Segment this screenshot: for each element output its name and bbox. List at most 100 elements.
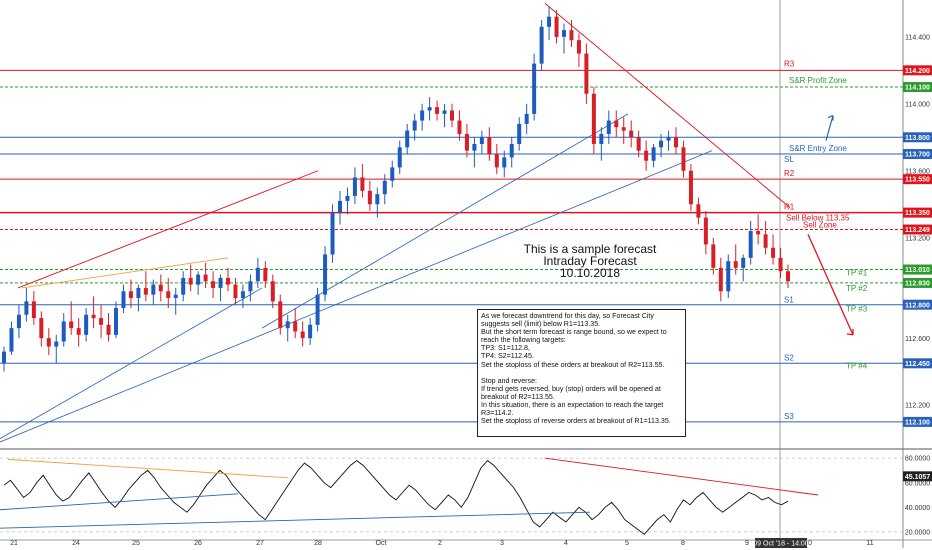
candle-body-20 <box>151 284 156 295</box>
candle-body-29 <box>218 277 223 288</box>
candle-body-101 <box>756 231 761 235</box>
candle-body-12 <box>91 314 96 319</box>
candle-body-82 <box>614 120 619 128</box>
candle-body-13 <box>99 318 104 325</box>
candle-body-55 <box>412 120 417 131</box>
candle-body-10 <box>76 328 81 335</box>
candle-body-72 <box>539 26 544 64</box>
osc-trend-red <box>544 457 819 496</box>
time-tick-label-12: 9 <box>745 540 749 547</box>
candle-body-73 <box>547 16 552 27</box>
level-price-tag-10 <box>903 299 932 310</box>
candle-body-62 <box>464 133 469 151</box>
candle-body-28 <box>211 281 216 288</box>
candle-body-34 <box>255 267 260 282</box>
level-name-5: R2 <box>784 169 795 178</box>
candle-body-26 <box>196 274 201 285</box>
candle-body-70 <box>524 113 529 124</box>
osc-tick-label-2: 40.0000 <box>905 505 930 512</box>
candle-body-15 <box>114 308 118 335</box>
level-price-label-6: 113.350 <box>905 210 930 217</box>
level-price-label-7: 113.249 <box>905 227 930 234</box>
candle-body-24 <box>181 277 186 295</box>
time-tick-label-9: 4 <box>564 540 568 547</box>
candle-body-33 <box>248 281 253 292</box>
annotations: Sell Below 113.35 TP #3 TP #4 <box>786 114 868 371</box>
level-price-label-1: 114.100 <box>905 85 930 92</box>
level-name-10: S1 <box>784 296 794 305</box>
candle-body-0 <box>2 351 6 364</box>
candle-body-79 <box>591 93 596 144</box>
time-tick-label-8: 3 <box>500 540 504 547</box>
level-name-12: S3 <box>784 412 794 421</box>
candle-body-68 <box>509 143 514 158</box>
price-tick-label-3: 113.200 <box>905 235 930 242</box>
level-lines: 114.200 R3 114.100 S&R Profit Zone 113.800 11… <box>0 59 932 427</box>
level-price-label-3: 113.700 <box>905 152 930 159</box>
time-tick-label-4: 27 <box>256 540 264 547</box>
level-price-label-5: 113.550 <box>905 177 930 184</box>
candle-body-80 <box>599 133 604 144</box>
level-name-9: TP #2 <box>846 284 868 293</box>
candle-body-30 <box>226 277 230 285</box>
time-tick-label-10: 5 <box>625 540 629 547</box>
candle-body-95 <box>711 244 716 268</box>
candle-body-21 <box>158 284 163 292</box>
level-price-tag-11 <box>903 358 932 369</box>
osc-trend-blue-1 <box>0 493 239 511</box>
candle-body-58 <box>435 107 440 114</box>
time-tick-label-7: 2 <box>438 540 442 547</box>
osc-tick-label-1: 60.0000 <box>905 480 930 487</box>
trend-orange <box>21 257 229 289</box>
chart-title-line-2: Intraday Forecast <box>543 254 637 268</box>
level-price-tag-7 <box>903 224 932 235</box>
candle-body-57 <box>427 107 432 111</box>
candle-body-78 <box>584 53 589 94</box>
candle-body-93 <box>696 204 701 218</box>
candle-body-54 <box>405 130 410 148</box>
note-paragraph-1: As we forecast downtrend for this day, s… <box>481 312 667 369</box>
candle-body-83 <box>621 127 626 131</box>
candle-body-71 <box>532 63 537 114</box>
candle-body-31 <box>233 284 238 298</box>
note-paragraph-2: Stop and reverse: If trend gets reversed… <box>481 376 671 426</box>
up-arrow-head <box>827 114 834 121</box>
level-name-4: SL <box>784 155 794 164</box>
candle-body-17 <box>128 291 133 298</box>
candle-body-65 <box>487 137 492 155</box>
level-price-tag-5 <box>903 174 932 185</box>
chart-title-line-1: This is a sample forecast <box>524 242 657 256</box>
chart-title-line-3: 10.10.2018 <box>560 266 620 280</box>
osc-tick-label-0: 80.0000 <box>905 456 930 463</box>
candle-body-53 <box>397 147 402 168</box>
candle-body-2 <box>16 314 21 329</box>
candle-body-67 <box>502 157 507 168</box>
cursor-time-label: 09 Oct '18 - 14:00 <box>753 541 809 548</box>
candle-body-98 <box>733 261 738 268</box>
candle-body-89 <box>666 137 671 141</box>
level-price-tag-0 <box>903 65 932 76</box>
level-price-label-10: 112.800 <box>905 302 930 309</box>
candle-body-14 <box>106 324 111 335</box>
time-tick-label-1: 24 <box>72 540 80 547</box>
candle-body-61 <box>457 120 462 134</box>
candle-body-38 <box>285 321 290 329</box>
tp4-label: TP #4 <box>846 362 868 371</box>
oscillator-panel: 45.1057 <box>0 457 932 535</box>
candle-body-76 <box>569 30 574 41</box>
candle-body-49 <box>367 190 372 205</box>
candle-body-99 <box>741 257 746 268</box>
trendlines <box>0 3 791 443</box>
level-price-tag-2 <box>903 132 932 143</box>
candle-body-3 <box>24 301 29 315</box>
candle-body-18 <box>136 287 141 298</box>
candle-body-46 <box>345 195 350 201</box>
candle-body-92 <box>688 170 693 205</box>
price-tick-label-5: 112.200 <box>905 403 930 410</box>
trend-red-channel-top <box>17 170 319 289</box>
candle-body-100 <box>748 231 753 258</box>
candle-body-102 <box>763 234 768 248</box>
candle-body-47 <box>352 177 357 196</box>
time-tick-label-3: 26 <box>194 540 202 547</box>
price-tick-label-0: 114.400 <box>905 34 930 41</box>
